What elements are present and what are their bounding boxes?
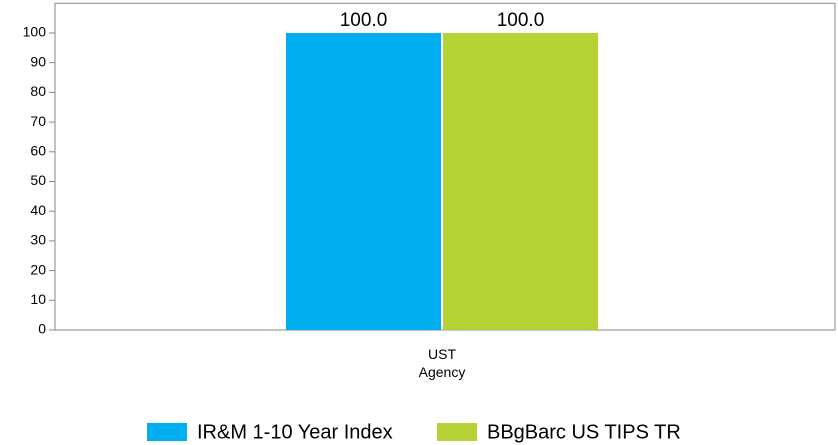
legend-swatch	[147, 423, 187, 441]
legend-swatch	[437, 423, 477, 441]
y-tick-label: 30	[30, 232, 46, 248]
y-tick-label: 20	[30, 261, 46, 277]
value-label: 100.0	[497, 10, 545, 31]
y-tick-label: 0	[38, 321, 46, 337]
y-tick-label: 10	[30, 291, 46, 307]
y-tick-label: 40	[30, 202, 46, 218]
y-tick-label: 80	[30, 83, 46, 99]
legend-label: IR&M 1-10 Year Index	[197, 421, 393, 443]
y-tick-label: 90	[30, 53, 46, 69]
bar	[443, 33, 598, 330]
legend-label: BBgBarc US TIPS TR	[487, 421, 681, 443]
y-tick-label: 60	[30, 143, 46, 159]
value-label: 100.0	[340, 10, 388, 31]
bar	[286, 33, 441, 330]
x-tick-label: UST Agency	[418, 346, 466, 380]
y-tick-label: 70	[30, 113, 46, 129]
y-tick-label: 100	[23, 24, 47, 40]
y-tick-label: 50	[30, 172, 46, 188]
